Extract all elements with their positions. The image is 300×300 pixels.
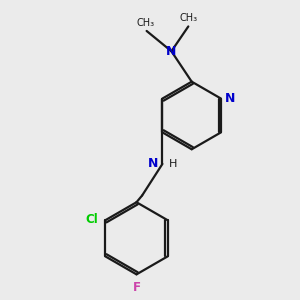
Text: CH₃: CH₃ [136,18,154,28]
Text: Cl: Cl [86,213,98,226]
Text: N: N [225,92,235,105]
Text: N: N [166,45,177,58]
Text: H: H [169,159,178,169]
Text: CH₃: CH₃ [179,13,197,23]
Text: N: N [148,158,158,170]
Text: F: F [133,281,140,294]
